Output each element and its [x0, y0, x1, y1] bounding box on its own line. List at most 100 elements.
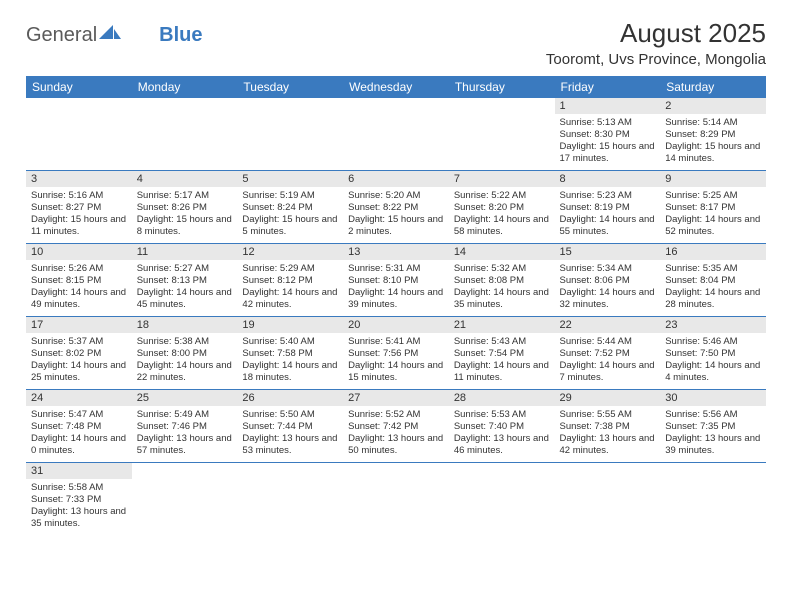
sunrise-text: Sunrise: 5:37 AM — [31, 336, 127, 348]
sunrise-text: Sunrise: 5:55 AM — [560, 409, 656, 421]
day-cell — [237, 98, 343, 171]
week-row: 31Sunrise: 5:58 AMSunset: 7:33 PMDayligh… — [26, 463, 766, 536]
day-cell: 1Sunrise: 5:13 AMSunset: 8:30 PMDaylight… — [555, 98, 661, 171]
sunset-text: Sunset: 8:06 PM — [560, 275, 656, 287]
day-details: Sunrise: 5:52 AMSunset: 7:42 PMDaylight:… — [343, 406, 449, 461]
logo-text-blue: Blue — [159, 24, 202, 47]
day-details: Sunrise: 5:40 AMSunset: 7:58 PMDaylight:… — [237, 333, 343, 388]
daylight-text: Daylight: 14 hours and 58 minutes. — [454, 214, 550, 238]
day-number: 13 — [343, 244, 449, 260]
day-number: 14 — [449, 244, 555, 260]
daylight-text: Daylight: 15 hours and 11 minutes. — [31, 214, 127, 238]
logo-text-general: General — [26, 24, 97, 47]
day-number: 22 — [555, 317, 661, 333]
sunrise-text: Sunrise: 5:14 AM — [665, 117, 761, 129]
sunrise-text: Sunrise: 5:49 AM — [137, 409, 233, 421]
week-row: 3Sunrise: 5:16 AMSunset: 8:27 PMDaylight… — [26, 171, 766, 244]
sunset-text: Sunset: 8:26 PM — [137, 202, 233, 214]
sunrise-text: Sunrise: 5:23 AM — [560, 190, 656, 202]
day-details: Sunrise: 5:47 AMSunset: 7:48 PMDaylight:… — [26, 406, 132, 461]
sunset-text: Sunset: 7:33 PM — [31, 494, 127, 506]
day-number: 19 — [237, 317, 343, 333]
col-sunday: Sunday — [26, 76, 132, 98]
sunrise-text: Sunrise: 5:32 AM — [454, 263, 550, 275]
daylight-text: Daylight: 14 hours and 55 minutes. — [560, 214, 656, 238]
day-cell: 31Sunrise: 5:58 AMSunset: 7:33 PMDayligh… — [26, 463, 132, 536]
sunrise-text: Sunrise: 5:46 AM — [665, 336, 761, 348]
daylight-text: Daylight: 14 hours and 7 minutes. — [560, 360, 656, 384]
day-cell — [343, 98, 449, 171]
sunrise-text: Sunrise: 5:34 AM — [560, 263, 656, 275]
day-number: 24 — [26, 390, 132, 406]
day-details: Sunrise: 5:20 AMSunset: 8:22 PMDaylight:… — [343, 187, 449, 242]
col-tuesday: Tuesday — [237, 76, 343, 98]
day-details: Sunrise: 5:23 AMSunset: 8:19 PMDaylight:… — [555, 187, 661, 242]
day-details: Sunrise: 5:56 AMSunset: 7:35 PMDaylight:… — [660, 406, 766, 461]
day-number: 23 — [660, 317, 766, 333]
day-details: Sunrise: 5:32 AMSunset: 8:08 PMDaylight:… — [449, 260, 555, 315]
day-details: Sunrise: 5:29 AMSunset: 8:12 PMDaylight:… — [237, 260, 343, 315]
day-cell: 14Sunrise: 5:32 AMSunset: 8:08 PMDayligh… — [449, 244, 555, 317]
week-row: 10Sunrise: 5:26 AMSunset: 8:15 PMDayligh… — [26, 244, 766, 317]
day-number: 10 — [26, 244, 132, 260]
sunset-text: Sunset: 8:20 PM — [454, 202, 550, 214]
day-details: Sunrise: 5:35 AMSunset: 8:04 PMDaylight:… — [660, 260, 766, 315]
sunrise-text: Sunrise: 5:44 AM — [560, 336, 656, 348]
day-number: 20 — [343, 317, 449, 333]
sunrise-text: Sunrise: 5:20 AM — [348, 190, 444, 202]
day-details: Sunrise: 5:13 AMSunset: 8:30 PMDaylight:… — [555, 114, 661, 169]
sunset-text: Sunset: 8:24 PM — [242, 202, 338, 214]
day-cell: 13Sunrise: 5:31 AMSunset: 8:10 PMDayligh… — [343, 244, 449, 317]
day-number: 1 — [555, 98, 661, 114]
day-details: Sunrise: 5:44 AMSunset: 7:52 PMDaylight:… — [555, 333, 661, 388]
daylight-text: Daylight: 13 hours and 57 minutes. — [137, 433, 233, 457]
day-number: 7 — [449, 171, 555, 187]
day-details: Sunrise: 5:53 AMSunset: 7:40 PMDaylight:… — [449, 406, 555, 461]
day-details: Sunrise: 5:22 AMSunset: 8:20 PMDaylight:… — [449, 187, 555, 242]
sunrise-text: Sunrise: 5:31 AM — [348, 263, 444, 275]
day-cell: 18Sunrise: 5:38 AMSunset: 8:00 PMDayligh… — [132, 317, 238, 390]
sunset-text: Sunset: 8:29 PM — [665, 129, 761, 141]
sunrise-text: Sunrise: 5:13 AM — [560, 117, 656, 129]
day-header-row: Sunday Monday Tuesday Wednesday Thursday… — [26, 76, 766, 98]
day-details: Sunrise: 5:50 AMSunset: 7:44 PMDaylight:… — [237, 406, 343, 461]
day-details: Sunrise: 5:27 AMSunset: 8:13 PMDaylight:… — [132, 260, 238, 315]
day-cell — [237, 463, 343, 536]
day-cell: 7Sunrise: 5:22 AMSunset: 8:20 PMDaylight… — [449, 171, 555, 244]
day-details: Sunrise: 5:16 AMSunset: 8:27 PMDaylight:… — [26, 187, 132, 242]
logo-sail-icon — [99, 24, 121, 47]
day-cell: 23Sunrise: 5:46 AMSunset: 7:50 PMDayligh… — [660, 317, 766, 390]
day-cell: 12Sunrise: 5:29 AMSunset: 8:12 PMDayligh… — [237, 244, 343, 317]
day-cell: 9Sunrise: 5:25 AMSunset: 8:17 PMDaylight… — [660, 171, 766, 244]
day-details: Sunrise: 5:58 AMSunset: 7:33 PMDaylight:… — [26, 479, 132, 534]
daylight-text: Daylight: 14 hours and 25 minutes. — [31, 360, 127, 384]
sunrise-text: Sunrise: 5:43 AM — [454, 336, 550, 348]
day-number: 16 — [660, 244, 766, 260]
day-cell: 28Sunrise: 5:53 AMSunset: 7:40 PMDayligh… — [449, 390, 555, 463]
sunset-text: Sunset: 8:17 PM — [665, 202, 761, 214]
day-number: 3 — [26, 171, 132, 187]
sunrise-text: Sunrise: 5:29 AM — [242, 263, 338, 275]
sunrise-text: Sunrise: 5:56 AM — [665, 409, 761, 421]
sunrise-text: Sunrise: 5:17 AM — [137, 190, 233, 202]
daylight-text: Daylight: 14 hours and 11 minutes. — [454, 360, 550, 384]
sunset-text: Sunset: 7:35 PM — [665, 421, 761, 433]
sunrise-text: Sunrise: 5:53 AM — [454, 409, 550, 421]
day-cell — [343, 463, 449, 536]
daylight-text: Daylight: 13 hours and 35 minutes. — [31, 506, 127, 530]
sunset-text: Sunset: 7:44 PM — [242, 421, 338, 433]
daylight-text: Daylight: 14 hours and 4 minutes. — [665, 360, 761, 384]
daylight-text: Daylight: 15 hours and 14 minutes. — [665, 141, 761, 165]
day-cell: 16Sunrise: 5:35 AMSunset: 8:04 PMDayligh… — [660, 244, 766, 317]
day-details: Sunrise: 5:46 AMSunset: 7:50 PMDaylight:… — [660, 333, 766, 388]
day-details: Sunrise: 5:26 AMSunset: 8:15 PMDaylight:… — [26, 260, 132, 315]
daylight-text: Daylight: 14 hours and 49 minutes. — [31, 287, 127, 311]
day-cell — [26, 98, 132, 171]
daylight-text: Daylight: 13 hours and 53 minutes. — [242, 433, 338, 457]
day-number: 15 — [555, 244, 661, 260]
sunrise-text: Sunrise: 5:35 AM — [665, 263, 761, 275]
daylight-text: Daylight: 14 hours and 39 minutes. — [348, 287, 444, 311]
sunrise-text: Sunrise: 5:25 AM — [665, 190, 761, 202]
day-details: Sunrise: 5:31 AMSunset: 8:10 PMDaylight:… — [343, 260, 449, 315]
daylight-text: Daylight: 14 hours and 0 minutes. — [31, 433, 127, 457]
